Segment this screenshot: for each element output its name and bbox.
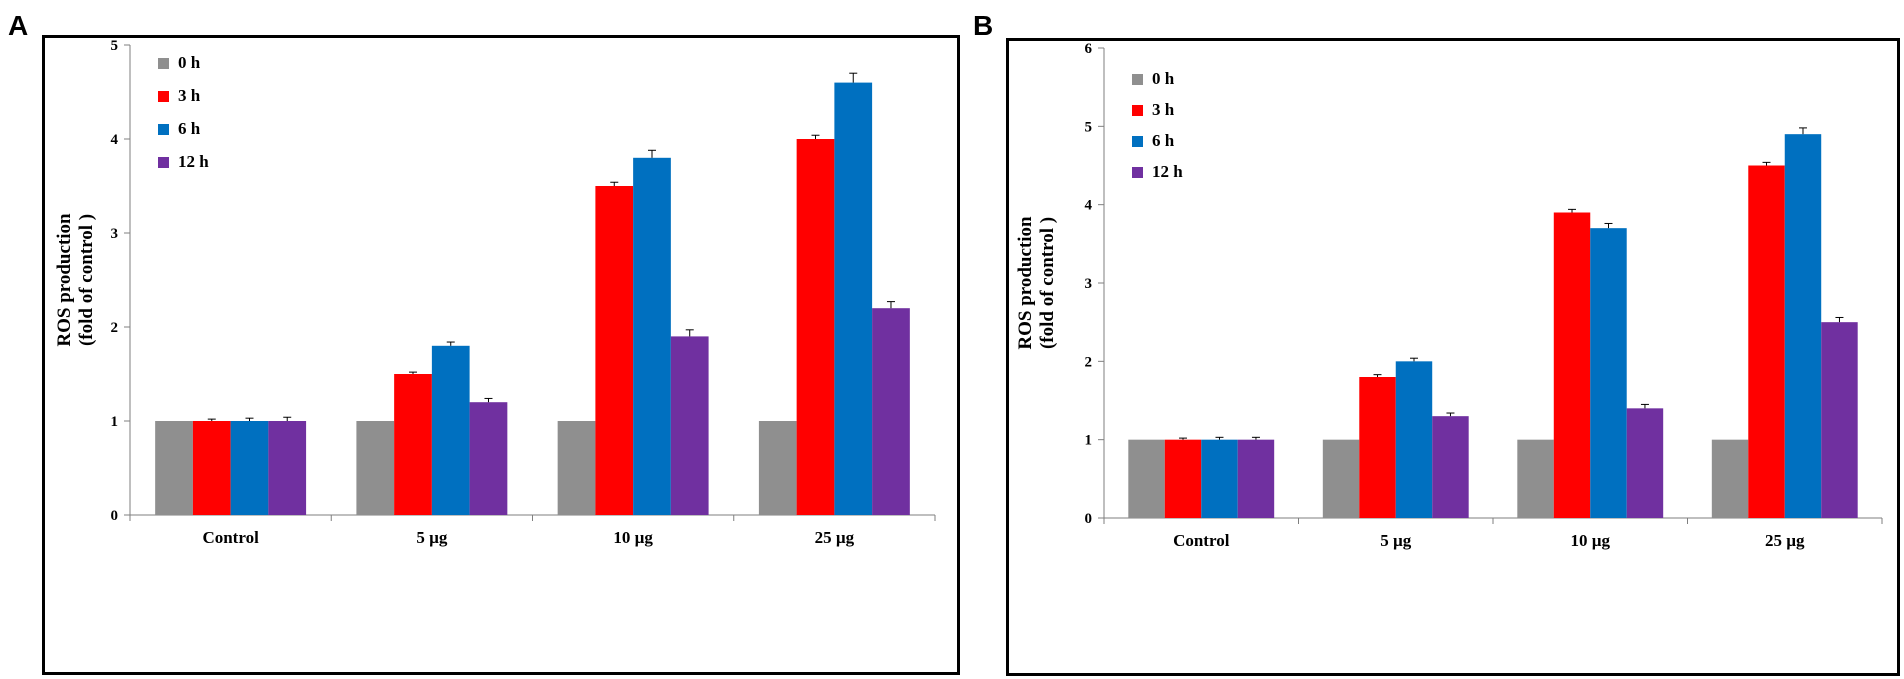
chart-b-bar	[1322, 439, 1360, 518]
chart-b-y-tick-label: 0	[1085, 511, 1093, 527]
chart-a-bar	[155, 421, 193, 515]
chart-b-bar	[1237, 439, 1275, 518]
chart-a-y-tick-label: 0	[111, 508, 119, 524]
chart-a-y-tick-label: 5	[111, 38, 119, 54]
chart-b-bar	[1821, 322, 1858, 518]
chart-b-bar	[1359, 377, 1396, 518]
chart-b-y-tick-label: 2	[1085, 354, 1093, 370]
chart-a-bar	[469, 402, 508, 515]
chart-b-bar	[1626, 408, 1664, 518]
chart-b-legend-swatch	[1132, 105, 1143, 116]
chart-a-legend-label: 12 h	[178, 152, 209, 171]
chart-b-bar	[1395, 361, 1433, 518]
chart-a-bar	[872, 308, 910, 515]
chart-b-y-tick-label: 5	[1085, 119, 1093, 135]
chart-a-svg: 0 1 2 3 4 5 Control 5 µg 10 µg 25 µg 0 h 3 h 6 h 12 h…	[54, 38, 936, 547]
chart-b-bar	[1128, 439, 1165, 518]
chart-a-category-label: 25 µg	[815, 528, 855, 547]
chart-b-category-label: Control	[1173, 531, 1230, 550]
chart-a-legend-swatch	[158, 157, 169, 168]
chart-a-bar	[670, 336, 709, 515]
chart-a-bar	[633, 157, 671, 516]
chart-b-bar	[1432, 416, 1469, 518]
chart-a-y-tick-label: 2	[111, 320, 119, 336]
chart-b-bar	[1590, 228, 1627, 518]
chart-b-bar	[1748, 165, 1785, 518]
chart-b-legend-swatch	[1132, 136, 1143, 147]
chart-a-bar	[595, 186, 634, 515]
chart-b-legend-label: 12 h	[1152, 162, 1183, 181]
panel-label-b: B	[973, 10, 994, 41]
chart-b-category-label: 25 µg	[1765, 531, 1805, 550]
chart-b-y-tick-label: 4	[1085, 198, 1093, 214]
chart-b-bar	[1711, 439, 1749, 518]
chart-a-y-tick-label: 1	[111, 414, 119, 430]
chart-b-legend-label: 3 h	[1152, 100, 1175, 119]
chart-a-category-label: Control	[202, 528, 259, 547]
chart-a-bar	[796, 139, 835, 515]
chart-b-category-label: 10 µg	[1570, 531, 1610, 550]
chart-b-legend-swatch	[1132, 167, 1143, 178]
chart-a-y-axis-title-sub: (fold of control )	[76, 214, 97, 346]
chart-a-legend-swatch	[158, 124, 169, 135]
chart-b-svg: 0 1 2 3 4 5 6 Control 5 µg 10 µg 25 µg 0 h 3 h 6 h 12 …	[1015, 41, 1883, 550]
chart-a-bar	[557, 421, 596, 515]
chart-a-bar	[394, 374, 432, 515]
chart-b-y-tick-label: 3	[1085, 276, 1093, 292]
chart-a-y-tick-label: 3	[111, 226, 119, 242]
chart-a-bar	[192, 421, 231, 515]
chart-b-y-tick-label: 1	[1085, 433, 1093, 449]
chart-b-legend-label: 6 h	[1152, 131, 1175, 150]
chart-b-legend-swatch	[1132, 74, 1143, 85]
chart-a-legend-label: 6 h	[178, 119, 201, 138]
chart-b-bar	[1201, 439, 1238, 518]
chart-a-bar	[268, 421, 307, 515]
chart-a-bar	[356, 421, 395, 515]
chart-a-category-label: 5 µg	[416, 528, 448, 547]
chart-a-legend-label: 0 h	[178, 53, 201, 72]
chart-b-legend-label: 0 h	[1152, 69, 1175, 88]
chart-panel-a: 0 1 2 3 4 5 Control 5 µg 10 µg 25 µg 0 h 3 h 6 h 12 h…	[42, 35, 960, 675]
chart-a-y-axis-title: ROS production	[54, 213, 75, 347]
chart-b-y-axis-title-sub: (fold of control )	[1037, 217, 1058, 349]
chart-b-y-axis-title: ROS production	[1015, 216, 1036, 350]
chart-a-y-tick-label: 4	[111, 132, 119, 148]
chart-a-legend-label: 3 h	[178, 86, 201, 105]
chart-b-bar	[1784, 134, 1822, 518]
chart-a-category-label: 10 µg	[613, 528, 653, 547]
chart-b-y-tick-label: 6	[1085, 41, 1093, 57]
chart-b-bar	[1164, 439, 1202, 518]
chart-a-bar	[758, 421, 797, 515]
chart-a-legend-swatch	[158, 58, 169, 69]
chart-a-bar	[431, 345, 470, 515]
chart-b-bar	[1517, 439, 1554, 518]
chart-b-category-label: 5 µg	[1380, 531, 1412, 550]
chart-a-bar	[230, 421, 269, 515]
panel-label-a: A	[8, 10, 29, 41]
chart-a-bar	[834, 82, 873, 515]
chart-panel-b: 0 1 2 3 4 5 6 Control 5 µg 10 µg 25 µg 0 h 3 h 6 h 12 …	[1006, 38, 1900, 676]
chart-b-bar	[1553, 212, 1591, 518]
chart-a-legend-swatch	[158, 91, 169, 102]
